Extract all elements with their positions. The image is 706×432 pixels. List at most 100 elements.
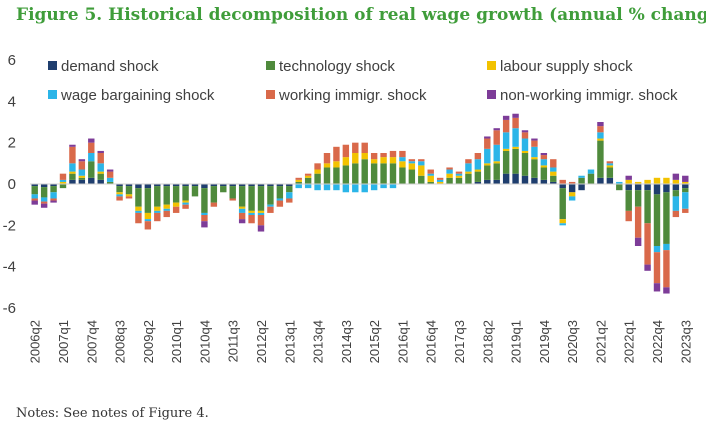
bar-segment-non-working-immigr-shock2019q3 <box>531 138 538 141</box>
bar-segment-working-immigr-shock2021q3 <box>606 161 614 164</box>
bar-segment-non-working-immigr-shock2007q4 <box>88 138 95 143</box>
bar-segment-demand-shock2010q2 <box>182 184 189 187</box>
bar-segment-demand-shock2010q3 <box>191 184 199 187</box>
bar-segment-technology-shock2015q1 <box>361 159 368 184</box>
bar-segment-technology-shock2007q2 <box>69 173 76 180</box>
bar-segment-labour-supply-shock2012q1 <box>248 210 255 213</box>
bar-segment-working-immigr-shock2018q4 <box>502 119 510 133</box>
bar-segment-technology-shock2018q3 <box>493 163 500 180</box>
bar-segment-technology-shock2012q3 <box>267 186 274 205</box>
bar-segment-non-working-immigr-shock2021q2 <box>597 122 604 127</box>
bar-segment-working-immigr-shock2021q2 <box>597 126 604 133</box>
bar-segment-technology-shock2007q1 <box>59 184 67 189</box>
bar-segment-non-working-immigr-shock2008q2 <box>106 169 114 172</box>
bar-segment-demand-shock2008q4 <box>125 184 133 187</box>
y-tick-label: -6 <box>3 300 16 317</box>
x-tick-label: 2022q4 <box>650 320 665 363</box>
bar-segment-wage-bargaining-shock2012q4 <box>276 198 284 201</box>
bar-segment-demand-shock2022q1 <box>625 184 632 191</box>
bar-segment-working-immigr-shock2012q1 <box>248 215 255 224</box>
x-tick-label: 2006q2 <box>28 320 43 363</box>
bar-segment-working-immigr-shock2015q1 <box>361 142 368 153</box>
bar-segment-wage-bargaining-shock2018q3 <box>493 144 500 162</box>
legend-label: demand shock <box>61 58 159 75</box>
x-tick-label: 2023q3 <box>678 320 693 363</box>
x-tick-label: 2015q2 <box>367 320 382 363</box>
bar-segment-working-immigr-shock2007q2 <box>69 146 76 164</box>
bar-segment-wage-bargaining-shock2015q2 <box>370 184 378 191</box>
bar-segment-working-immigr-shock2006q2 <box>31 198 38 201</box>
y-tick-label: 2 <box>8 135 16 152</box>
bar-segment-wage-bargaining-shock2009q4 <box>163 208 170 211</box>
bar-segment-technology-shock2022q4 <box>653 194 661 246</box>
bar-segment-technology-shock2012q2 <box>257 186 265 211</box>
bar-segment-wage-bargaining-shock2012q1 <box>248 212 255 215</box>
bar-segment-technology-shock2017q3 <box>455 177 463 184</box>
bar-segment-working-immigr-shock2010q2 <box>182 204 189 209</box>
legend-label: non-working immigr. shock <box>500 87 678 104</box>
x-tick-label: 2021q2 <box>593 320 608 363</box>
bar-segment-technology-shock2009q4 <box>163 186 170 205</box>
bar-segment-working-immigr-shock2014q1 <box>323 153 331 164</box>
bar-segment-labour-supply-shock2013q2 <box>295 179 302 182</box>
bar-segment-technology-shock2021q2 <box>597 140 604 178</box>
bar-segment-working-immigr-shock2008q4 <box>125 196 133 199</box>
bar-segment-demand-shock2022q4 <box>653 184 661 195</box>
bar-segment-wage-bargaining-shock2009q2 <box>144 219 152 222</box>
bar-segment-working-immigr-shock2020q1 <box>550 159 557 168</box>
x-tick-label: 2012q2 <box>254 320 269 363</box>
bar-segment-wage-bargaining-shock2023q1 <box>663 243 670 251</box>
bar-segment-wage-bargaining-shock2022q4 <box>653 246 661 253</box>
bar-segment-working-immigr-shock2017q2 <box>446 167 453 170</box>
bar-segment-demand-shock2019q4 <box>540 179 548 184</box>
bar-segment-working-immigr-shock2018q2 <box>484 138 491 149</box>
notes: Notes: See notes of Figure 4. <box>16 406 209 421</box>
bar-segment-technology-shock2011q4 <box>238 186 246 207</box>
x-tick-label: 2013q4 <box>311 320 326 363</box>
bar-segment-labour-supply-shock2017q4 <box>465 171 472 174</box>
bar-segment-technology-shock2012q4 <box>276 186 284 199</box>
bar-segment-labour-supply-shock2022q3 <box>644 179 651 184</box>
bar-segment-wage-bargaining-shock2019q4 <box>540 159 548 166</box>
bar-segment-working-immigr-shock2008q1 <box>97 153 104 164</box>
bar-segment-working-immigr-shock2019q3 <box>531 140 538 147</box>
bar-segment-labour-supply-shock2019q4 <box>540 165 548 168</box>
bar-segment-technology-shock2014q4 <box>352 163 359 184</box>
bar-segment-wage-bargaining-shock2013q4 <box>314 184 321 191</box>
bar-segment-working-immigr-shock2023q1 <box>663 250 670 288</box>
legend-swatch <box>266 90 275 99</box>
bar-segment-technology-shock2016q1 <box>399 167 406 184</box>
bar-segment-labour-supply-shock2018q2 <box>484 163 491 166</box>
x-tick-label: 2019q1 <box>509 320 524 363</box>
bar-segment-non-working-immigr-shock2007q2 <box>69 144 76 147</box>
bar-segment-wage-bargaining-shock2020q4 <box>578 175 585 178</box>
bar-segment-technology-shock2008q2 <box>106 181 114 184</box>
legend-label: labour supply shock <box>500 58 633 75</box>
bar-segment-technology-shock2017q2 <box>446 177 453 184</box>
bar-segment-labour-supply-shock2017q3 <box>455 175 463 178</box>
bar-segment-demand-shock2023q3 <box>682 184 689 189</box>
bar-segment-non-working-immigr-shock2019q1 <box>512 113 519 118</box>
x-tick-label: 2008q3 <box>113 320 128 363</box>
bar-segment-labour-supply-shock2019q3 <box>531 157 538 160</box>
bar-segment-wage-bargaining-shock2012q3 <box>267 204 274 207</box>
bar-segment-technology-shock2022q1 <box>625 190 632 211</box>
bar-segment-labour-supply-shock2011q4 <box>238 206 246 209</box>
bar-segment-technology-shock2011q1 <box>210 186 218 203</box>
bar-segment-demand-shock2009q3 <box>154 184 161 187</box>
bar-segment-labour-supply-shock2021q2 <box>597 138 604 141</box>
bar-segment-technology-shock2006q2 <box>31 186 38 195</box>
chart-title: Figure 5. Historical decomposition of re… <box>16 5 706 25</box>
y-tick-label: 0 <box>8 176 16 193</box>
bar-segment-wage-bargaining-shock2011q4 <box>238 208 246 213</box>
bar-segment-working-immigr-shock2013q3 <box>304 173 312 176</box>
bar-segment-wage-bargaining-shock2009q3 <box>154 210 161 213</box>
bar-segment-wage-bargaining-shock2007q1 <box>59 179 67 182</box>
bar-segment-wage-bargaining-shock2006q3 <box>40 197 48 202</box>
bar-segment-wage-bargaining-shock2021q4 <box>616 181 623 184</box>
bar-segment-technology-shock2019q3 <box>531 159 538 178</box>
bar-segment-working-immigr-shock2014q2 <box>333 146 340 162</box>
bar-segment-labour-supply-shock2023q3 <box>682 181 689 184</box>
bar-segment-demand-shock2018q3 <box>493 179 500 184</box>
bar-segment-wage-bargaining-shock2014q3 <box>342 184 350 193</box>
